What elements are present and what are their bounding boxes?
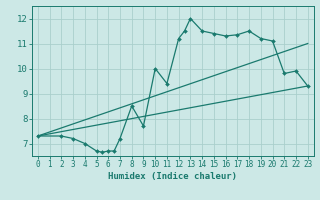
X-axis label: Humidex (Indice chaleur): Humidex (Indice chaleur) (108, 172, 237, 181)
